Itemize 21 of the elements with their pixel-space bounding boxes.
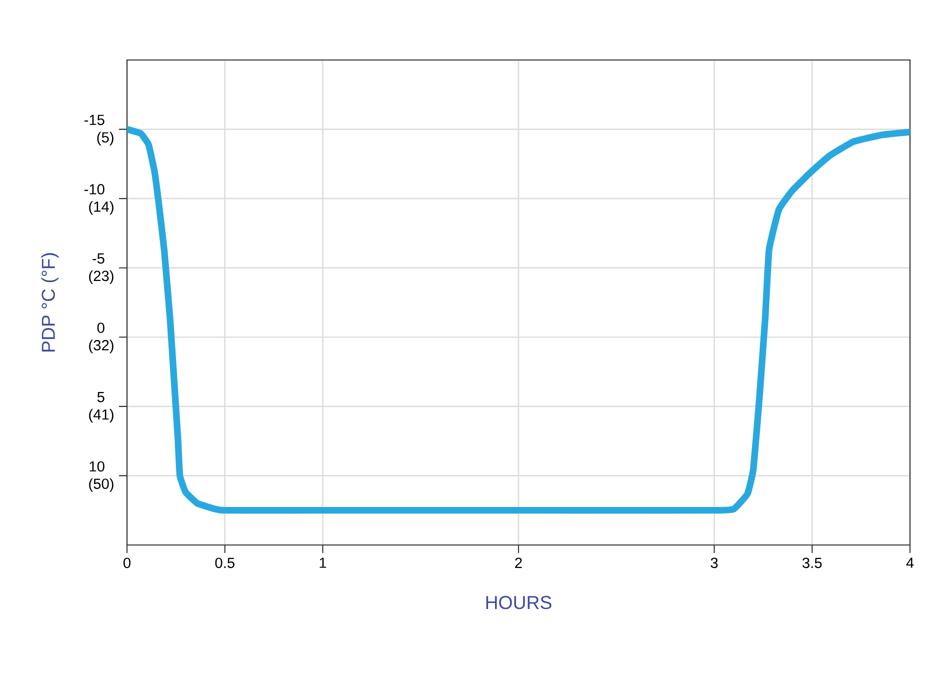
y-axis-title: PDP °C (°F)	[41, 253, 59, 352]
y-tick-label: -15	[84, 114, 104, 126]
y-tick-label: 0	[97, 322, 104, 333]
y-tick-label: 5	[97, 392, 104, 402]
x-tick-label: 1	[320, 558, 326, 568]
x-tick-label: 0	[123, 558, 130, 568]
y2-tick-label: (23)	[89, 270, 114, 284]
x-tick-label: 3	[710, 558, 718, 568]
y2-tick-label: (41)	[89, 408, 114, 423]
y2-tick-label: (32)	[89, 340, 114, 354]
y-tick-label: 10	[90, 461, 104, 472]
x-axis-title: HOURS	[486, 596, 552, 610]
y2-tick-label: (14)	[89, 201, 114, 215]
x-tick-label: 4	[906, 558, 914, 568]
y2-tick-label: (50)	[89, 478, 114, 492]
x-tick-label: 2	[515, 558, 522, 568]
y-tick-label: -10	[84, 184, 104, 194]
y2-tick-label: (5)	[97, 132, 114, 146]
y-tick-label: -5	[92, 253, 104, 264]
x-tick-label: 0.5	[215, 558, 234, 568]
x-tick-label: 3.5	[802, 558, 822, 568]
